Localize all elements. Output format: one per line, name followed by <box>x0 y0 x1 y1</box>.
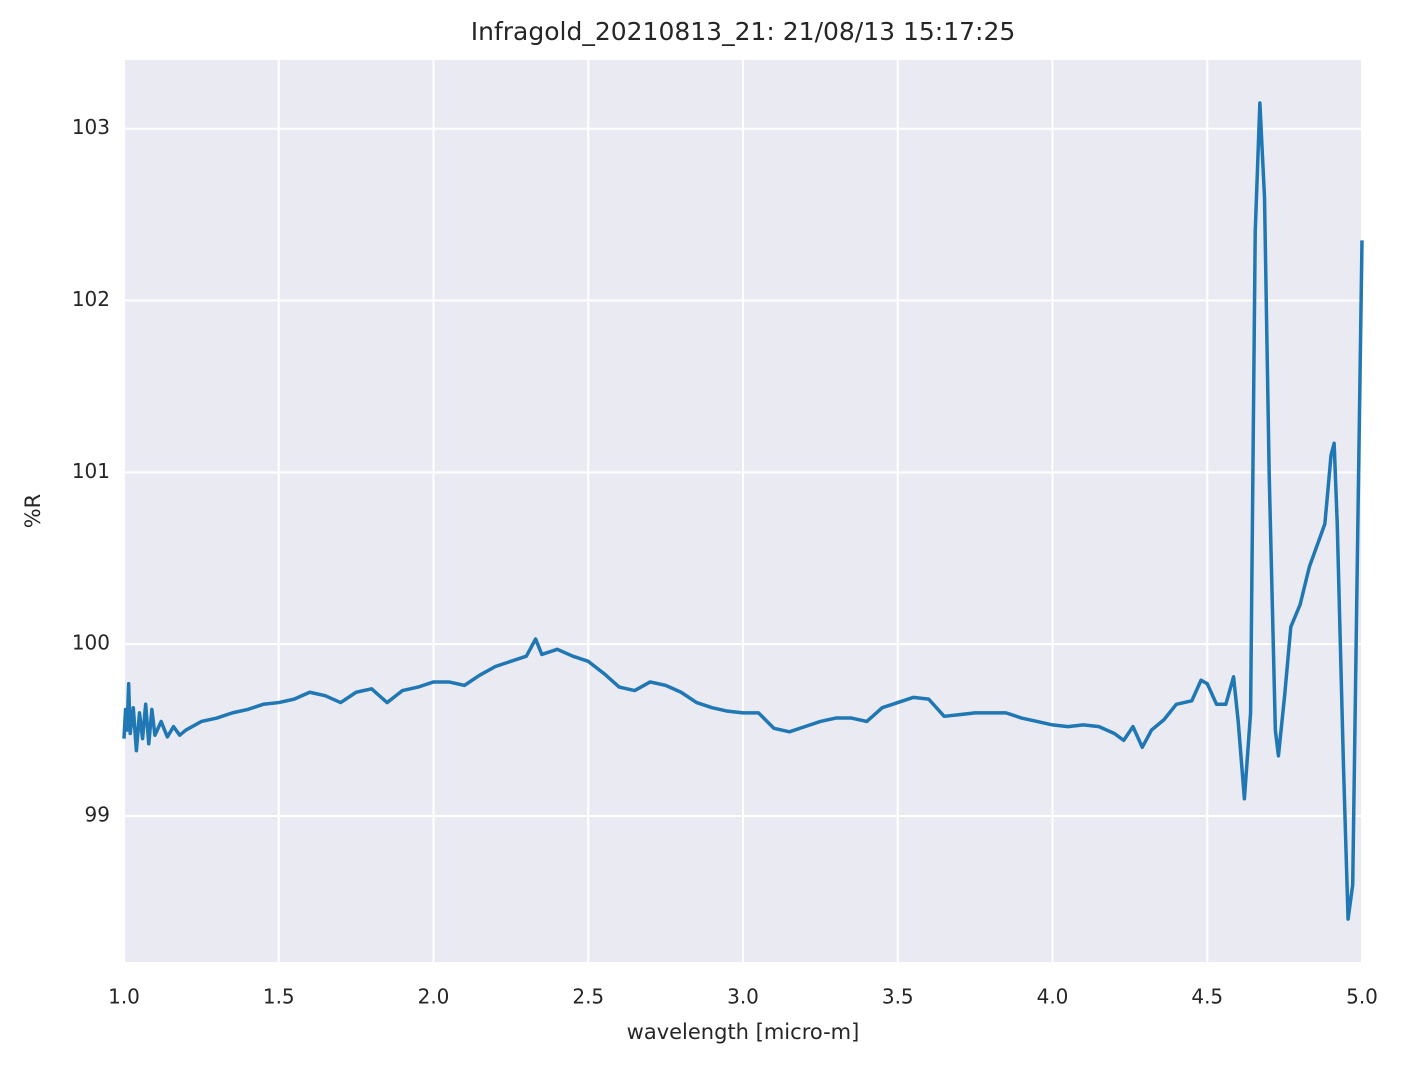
x-tick-label: 2.5 <box>572 985 604 1009</box>
x-tick-label: 2.0 <box>418 985 450 1009</box>
chart-title: Infragold_20210813_21: 21/08/13 15:17:25 <box>471 17 1016 46</box>
y-tick-label: 103 <box>72 115 110 139</box>
x-tick-label: 4.0 <box>1037 985 1069 1009</box>
x-tick-label: 4.5 <box>1191 985 1223 1009</box>
x-axis-label: wavelength [micro-m] <box>627 1020 860 1044</box>
y-axis-label: %R <box>21 494 45 529</box>
x-tick-label: 5.0 <box>1346 985 1378 1009</box>
x-tick-label: 3.5 <box>882 985 914 1009</box>
x-tick-label: 3.0 <box>727 985 759 1009</box>
y-tick-label: 101 <box>72 459 110 483</box>
y-tick-label: 99 <box>85 802 110 826</box>
y-tick-label: 102 <box>72 287 110 311</box>
x-tick-label: 1.0 <box>108 985 140 1009</box>
data-line <box>122 101 1364 921</box>
x-tick-label: 1.5 <box>263 985 295 1009</box>
y-tick-label: 100 <box>72 631 110 655</box>
